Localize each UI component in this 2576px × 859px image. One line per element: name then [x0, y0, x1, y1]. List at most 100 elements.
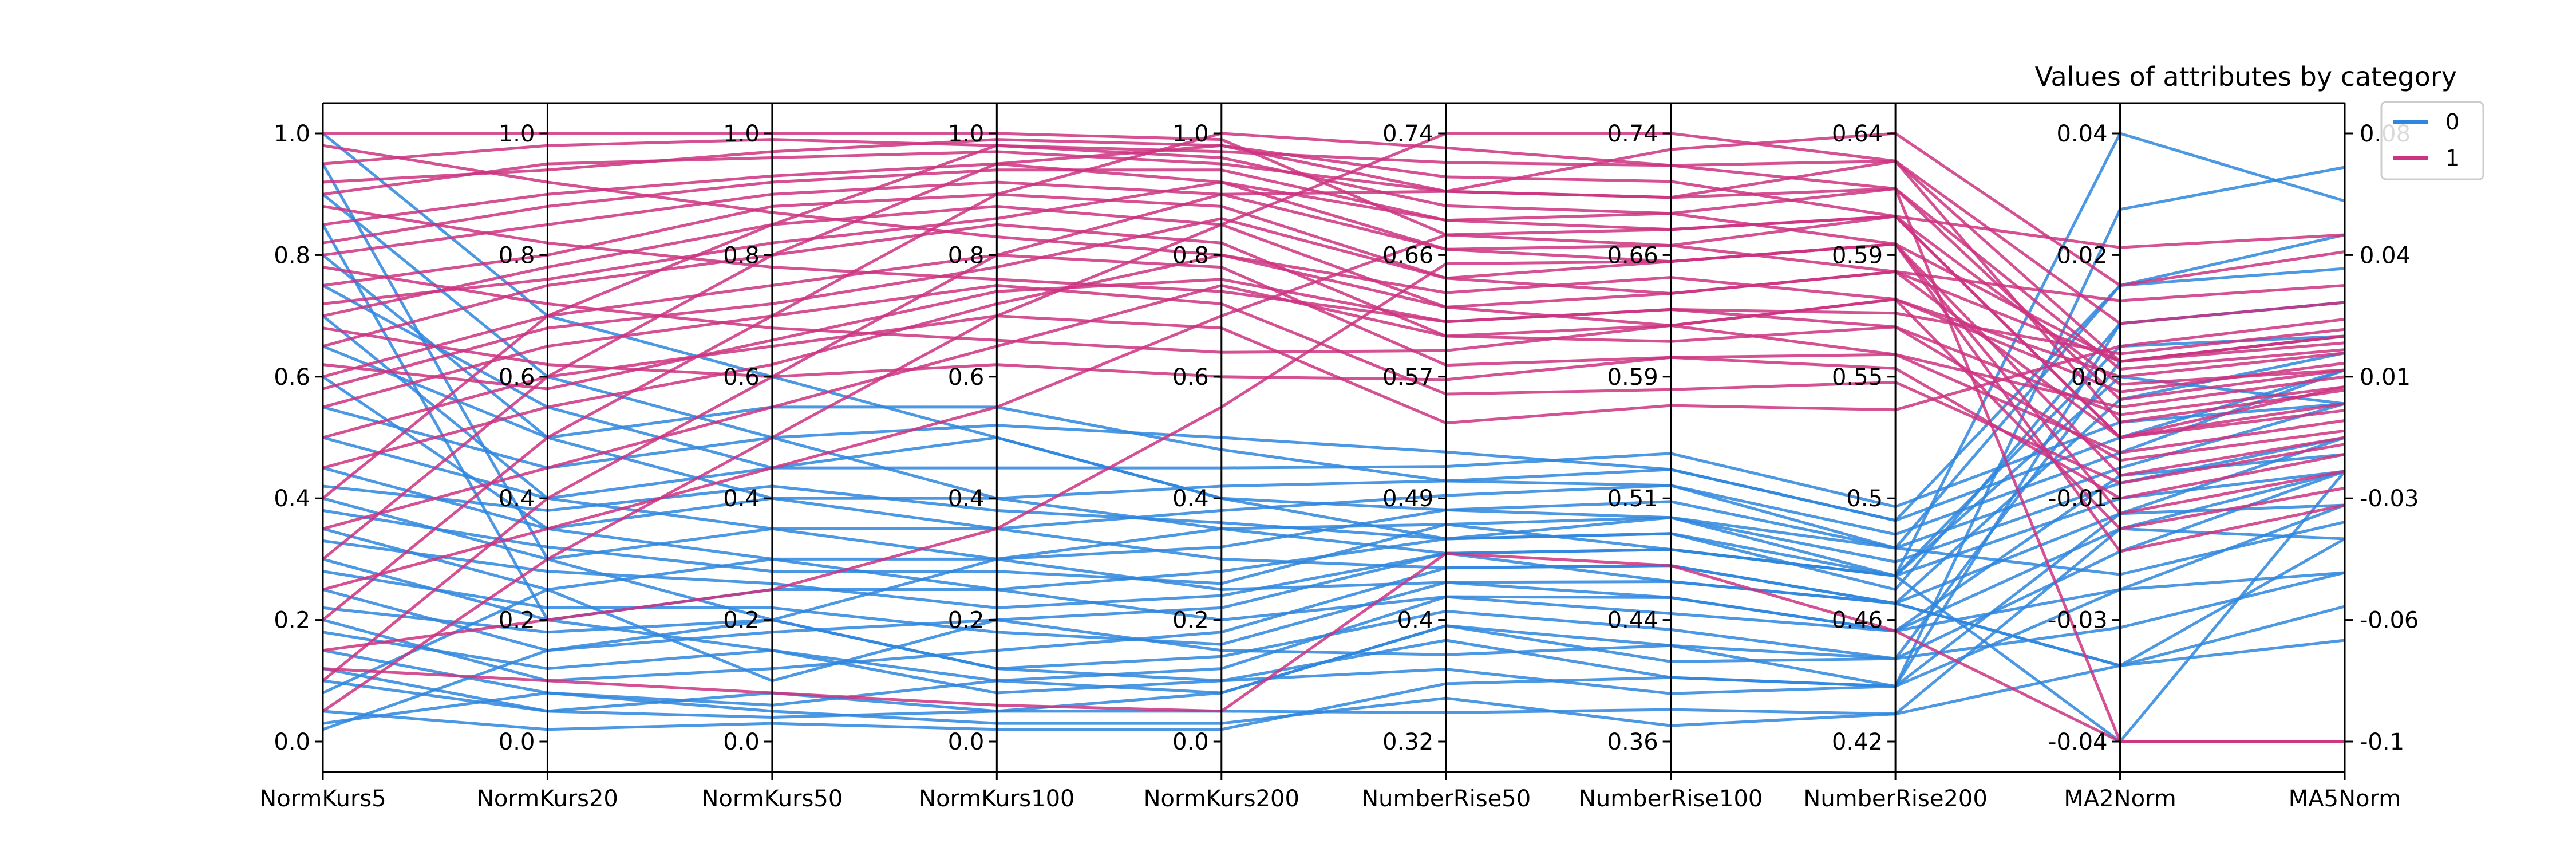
tick-label: 0.04 [2056, 121, 2107, 147]
series-0-line [322, 453, 2345, 646]
tick-label: 0.57 [1382, 364, 1433, 391]
tick-label: 0.74 [1607, 121, 1658, 147]
tick-label: 0.0 [723, 729, 760, 755]
legend: 01 [2380, 101, 2484, 180]
axis-name-label: NumberRise100 [1579, 786, 1763, 812]
tick-label: 0.4 [723, 486, 760, 512]
series-1-line [322, 138, 2345, 363]
tick-label: 0.66 [1607, 242, 1658, 269]
series-1-line [322, 132, 2345, 743]
tick-label: 0.02 [2056, 242, 2107, 269]
tick-label: 0.59 [1832, 242, 1883, 269]
tick-label: 0.4 [274, 486, 310, 512]
tick-label: 1.0 [499, 121, 535, 147]
tick-label: 0.8 [499, 242, 535, 269]
series-1-line [322, 215, 2345, 591]
tick-label: 0.44 [1607, 608, 1658, 634]
series-1-line [322, 242, 2345, 652]
tick-label: 0.74 [1382, 121, 1433, 147]
series-1-line [322, 168, 2345, 371]
series-1-line [322, 284, 2345, 530]
tick-label: 1.0 [274, 121, 310, 147]
tick-label: 0.2 [723, 608, 760, 634]
data-lines [321, 132, 2346, 743]
tick-label: 0.6 [274, 364, 310, 391]
axis-name-label: MA5Norm [2289, 786, 2401, 812]
tick-label: 0.64 [1832, 121, 1883, 147]
tick-label: 0.36 [1607, 729, 1658, 755]
tick-label: 0.8 [948, 242, 985, 269]
legend-label: 0 [2445, 109, 2459, 135]
series-1-line [322, 253, 2345, 470]
tick-label: 0.0 [499, 729, 535, 755]
tick-label: 1.0 [723, 121, 760, 147]
tick-label: 0.8 [1172, 242, 1209, 269]
tick-label: 0.2 [274, 608, 310, 634]
tick-label: 1.0 [948, 121, 985, 147]
tick-label: 0.2 [948, 608, 985, 634]
series-1-line [322, 326, 2345, 500]
tick-label: 0.6 [1172, 364, 1209, 391]
axis-name-label: MA2Norm [2064, 786, 2176, 812]
tick-label: 0.2 [1172, 608, 1209, 634]
series-1 [322, 132, 2345, 743]
series-1-line [322, 551, 2345, 743]
tick-label: 0.0 [274, 729, 310, 755]
series-1-line [322, 180, 2345, 477]
tick-label: 0.0 [1172, 729, 1209, 755]
tick-label: 0.2 [499, 608, 535, 634]
tick-label: 0.4 [1397, 608, 1434, 634]
tick-label: 0.42 [1832, 729, 1883, 755]
tick-label: -0.01 [2048, 486, 2108, 512]
tick-label: 0.49 [1382, 486, 1433, 512]
series-0-line [322, 470, 2345, 727]
tick-label: 0.4 [499, 486, 535, 512]
tick-label: 0.46 [1832, 608, 1883, 634]
tick-label: -0.03 [2360, 486, 2419, 512]
series-1-line [322, 192, 2345, 363]
tick-label: 0.8 [274, 242, 310, 269]
axis-name-label: NumberRise200 [1803, 786, 1987, 812]
series-0-line [322, 345, 2345, 576]
tick-label: -0.1 [2360, 729, 2404, 755]
tick-label: 0.8 [723, 242, 760, 269]
tick-label: 0.6 [499, 364, 535, 391]
tick-label: 0.04 [2360, 242, 2411, 269]
series-1-line [322, 278, 2345, 391]
series-0-line [322, 402, 2345, 591]
series-1-line [322, 204, 2345, 462]
tick-label: 0.0 [2071, 364, 2108, 391]
tick-label: -0.06 [2360, 608, 2419, 634]
series-0-line [322, 254, 2345, 667]
tick-label: 0.51 [1607, 486, 1658, 512]
axis-name-label: NumberRise50 [1361, 786, 1531, 812]
axis-name-label: NormKurs100 [919, 786, 1074, 812]
series-0-line [322, 352, 2345, 609]
tick-label: -0.04 [2048, 729, 2108, 755]
tick-label: 0.0 [948, 729, 985, 755]
series-0-line [321, 224, 2345, 695]
chart-title: Values of attributes by category [2035, 61, 2457, 92]
series-0-line [322, 503, 2345, 731]
series-0-line [322, 470, 2345, 652]
tick-label: 0.4 [1172, 486, 1209, 512]
series-1-line [322, 180, 2345, 439]
axes: NormKurs5 0.0 0.2 0.4 0.6 0.8 1.0 NormKurs20 0.0… [259, 102, 2419, 812]
tick-label: 1.0 [1172, 121, 1209, 147]
axis-name-label: NormKurs50 [701, 786, 843, 812]
tick-label: 0.4 [948, 486, 985, 512]
axis-name-label: NormKurs20 [477, 786, 618, 812]
axis-name-label: NormKurs5 [259, 786, 386, 812]
axis-name-label: NormKurs200 [1144, 786, 1299, 812]
legend-label: 1 [2445, 145, 2459, 171]
tick-label: 0.32 [1382, 729, 1433, 755]
tick-label: 0.59 [1607, 364, 1658, 391]
tick-label: 0.55 [1832, 364, 1883, 391]
tick-label: -0.03 [2048, 608, 2108, 634]
tick-label: 0.6 [723, 364, 760, 391]
legend-box [2380, 101, 2484, 180]
series-1-line [323, 132, 2345, 439]
tick-label: 0.01 [2360, 364, 2411, 391]
series-1-line [322, 204, 2345, 379]
series-1-line [322, 144, 2345, 515]
